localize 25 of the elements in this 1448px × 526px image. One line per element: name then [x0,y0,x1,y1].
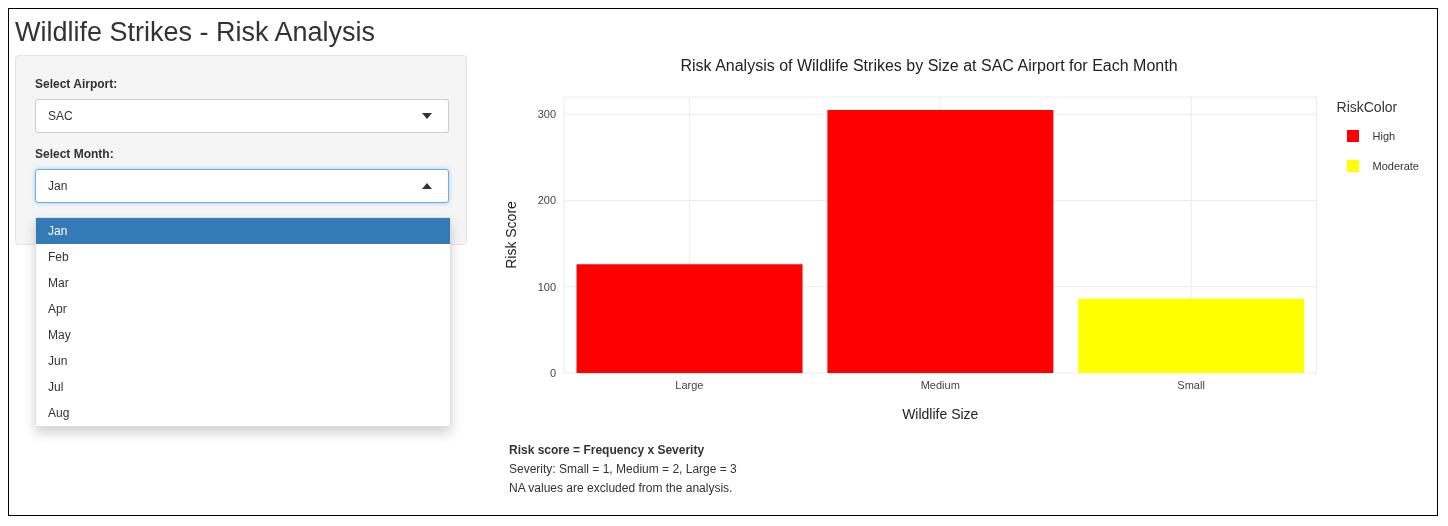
x-tick-label: Medium [920,378,960,391]
y-axis-title: Risk Score [502,200,519,269]
text: Jan [48,179,68,193]
y-tick-label: 0 [549,366,556,379]
legend-label: High [1372,130,1396,142]
x-tick-label: Large [675,378,704,391]
y-tick-label: 200 [537,194,556,207]
text: SAC [48,109,73,123]
y-tick-label: 100 [537,280,556,293]
chart-subtitle: Risk Analysis of Wildlife Strikes by Size at SAC Airport for Each Month [679,57,1179,75]
legend-title: RiskColor [1336,99,1399,115]
dropdown-list: Jan Feb Mar Apr May Jun Jul Aug [35,217,451,427]
legend-label: Moderate [1372,160,1419,172]
y-tick-label: 300 [537,108,556,121]
bar [827,109,1054,373]
bar [1078,298,1305,373]
x-axis-title: Wildlife Size [902,406,979,422]
text: Severity: Small = 1, Medium = 2, Large = 3 [509,461,737,478]
text: Select Month: [35,147,115,161]
text: Wildlife Strikes - Risk Analysis [15,17,376,48]
x-tick-label: Small [1177,378,1205,391]
text: NA values are excluded from the analysis. [509,480,734,497]
text: Risk score = Frequency x Severity [509,442,706,459]
bar [576,264,803,373]
text: Select Airport: [35,77,119,91]
